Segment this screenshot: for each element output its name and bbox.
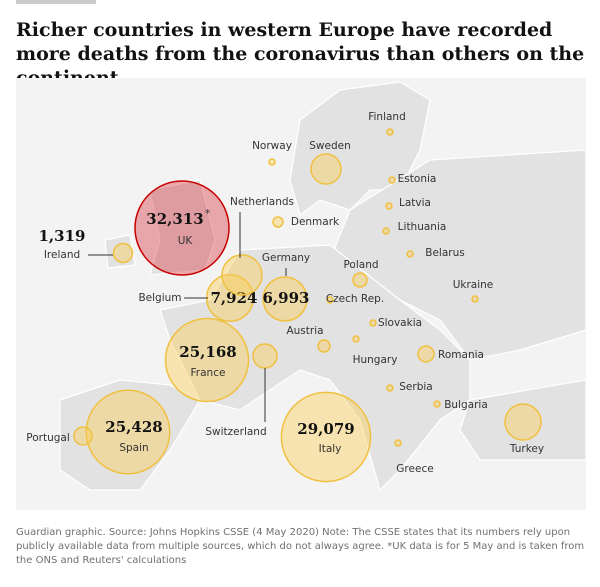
bubble xyxy=(388,176,396,184)
country-label: France xyxy=(191,367,226,379)
bubble xyxy=(352,335,360,343)
value-label: 6,993 xyxy=(263,289,310,307)
bubble xyxy=(280,391,372,483)
country-label: Netherlands xyxy=(230,196,294,208)
bubble xyxy=(386,128,394,136)
bubble xyxy=(73,426,93,446)
country-label: Denmark xyxy=(291,216,340,228)
source-note: Guardian graphic. Source: Johns Hopkins … xyxy=(16,527,585,566)
country-label: Czech Rep. xyxy=(326,293,384,305)
bubble xyxy=(471,295,479,303)
country-label: Serbia xyxy=(399,381,432,393)
bubble xyxy=(252,343,278,369)
bubble xyxy=(85,389,171,475)
country-label: Ukraine xyxy=(453,279,494,291)
bubble xyxy=(310,153,342,185)
bubble xyxy=(317,339,331,353)
land xyxy=(59,81,587,492)
country-label: Sweden xyxy=(309,140,351,152)
bubble xyxy=(504,403,542,441)
bubble xyxy=(385,202,393,210)
bubble xyxy=(134,180,230,276)
bubble xyxy=(386,384,394,392)
value-label: 25,428 xyxy=(105,418,162,436)
bubble xyxy=(326,296,334,304)
country-label: UK xyxy=(178,235,194,247)
country-label: Lithuania xyxy=(398,221,447,233)
bubble xyxy=(262,276,308,322)
map: 32,313 * UK 1,319 Ireland 7,924 Belgium 6,993 Ge… xyxy=(16,78,587,510)
note-mark: * xyxy=(205,208,210,220)
bubble xyxy=(433,400,441,408)
bubble xyxy=(406,250,414,258)
country-label: Estonia xyxy=(398,173,437,185)
bubble xyxy=(417,345,435,363)
bubble xyxy=(394,439,402,447)
value-label: 29,079 xyxy=(297,420,354,438)
country-label: Bulgaria xyxy=(444,399,488,411)
country-label: Portugal xyxy=(26,432,70,444)
country-label: Greece xyxy=(396,463,433,475)
bubble xyxy=(164,317,250,403)
country-label: Romania xyxy=(438,349,484,361)
country-label: Latvia xyxy=(399,197,431,209)
country-label: Slovakia xyxy=(378,317,422,329)
bubble xyxy=(112,242,134,264)
value-label: 25,168 xyxy=(179,343,236,361)
country-label: Belarus xyxy=(425,247,464,259)
country-label: Austria xyxy=(286,325,323,337)
country-label: Italy xyxy=(319,443,342,455)
bubble xyxy=(268,158,276,166)
value-label: 7,924 xyxy=(211,289,258,307)
value-label: 1,319 xyxy=(39,227,86,245)
country-label: Hungary xyxy=(353,354,398,366)
country-label: Norway xyxy=(252,140,292,152)
country-label: Germany xyxy=(262,252,310,264)
bubble xyxy=(369,319,377,327)
top-rule xyxy=(16,0,96,4)
bubble xyxy=(352,272,368,288)
value-label: 32,313 xyxy=(146,210,203,228)
country-label: Ireland xyxy=(44,249,80,261)
country-label: Belgium xyxy=(138,292,181,304)
bubble xyxy=(272,216,284,228)
country-label: Spain xyxy=(119,442,148,454)
country-label: Poland xyxy=(343,259,378,271)
country-label: Switzerland xyxy=(205,426,266,438)
country-label: Turkey xyxy=(509,443,544,455)
country-label: Finland xyxy=(368,111,406,123)
bubble xyxy=(221,254,263,296)
bubble xyxy=(382,227,390,235)
